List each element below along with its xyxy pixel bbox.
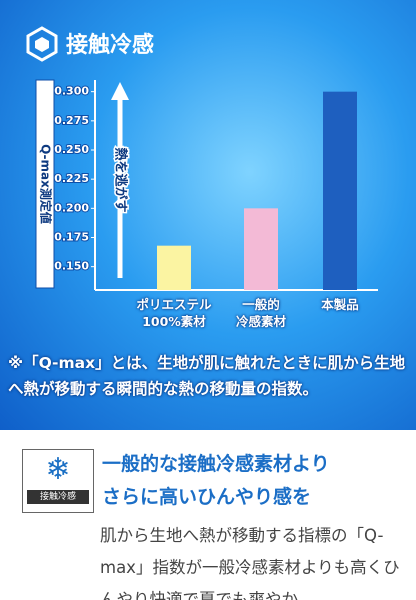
x-tick-label: 一般的 冷感素材	[235, 297, 286, 329]
feature-body: 肌から生地へ熱が移動する指標の「Q-max」指数が一般冷感素材よりも高くひんやり…	[100, 526, 400, 600]
bar	[244, 208, 278, 290]
y-tick-label: 0.300	[54, 85, 89, 98]
icon-box: ❄ 接触冷感	[22, 449, 94, 513]
feature-heading: 一般的な接触冷感素材より さらに高いひんやり感を	[102, 453, 330, 508]
title-icon	[26, 26, 58, 62]
y-tick-label: 0.150	[54, 260, 89, 273]
y-axis-label: Q-max測定値	[39, 144, 54, 224]
chart-title: 接触冷感	[66, 32, 154, 58]
arrow-head	[111, 82, 129, 100]
title-icon	[35, 37, 49, 52]
y-tick-label: 0.250	[54, 143, 89, 156]
y-tick-label: 0.200	[54, 201, 89, 214]
icon-label: 接触冷感	[27, 490, 89, 504]
y-tick-label: 0.225	[54, 172, 89, 185]
x-tick-label: ポリエステル 100%素材	[136, 297, 212, 329]
y-tick-label: 0.275	[54, 114, 89, 127]
y-label-box	[35, 79, 55, 289]
x-tick-label: 本製品	[321, 297, 359, 312]
bar	[323, 91, 357, 291]
snowflake-icon: ❄	[45, 452, 71, 487]
annotation: 熱を逃がす	[113, 147, 129, 212]
bar	[157, 245, 191, 290]
y-tick-label: 0.175	[54, 231, 89, 244]
chart: 接触冷感 Q-max測定値 熱を逃がす 0.150 0.175 0.200 0.225…	[26, 26, 357, 291]
note: ※「Q-max」とは、生地が肌に触れたときに肌から生地へ熱が移動する瞬間的な熱の…	[8, 354, 406, 398]
